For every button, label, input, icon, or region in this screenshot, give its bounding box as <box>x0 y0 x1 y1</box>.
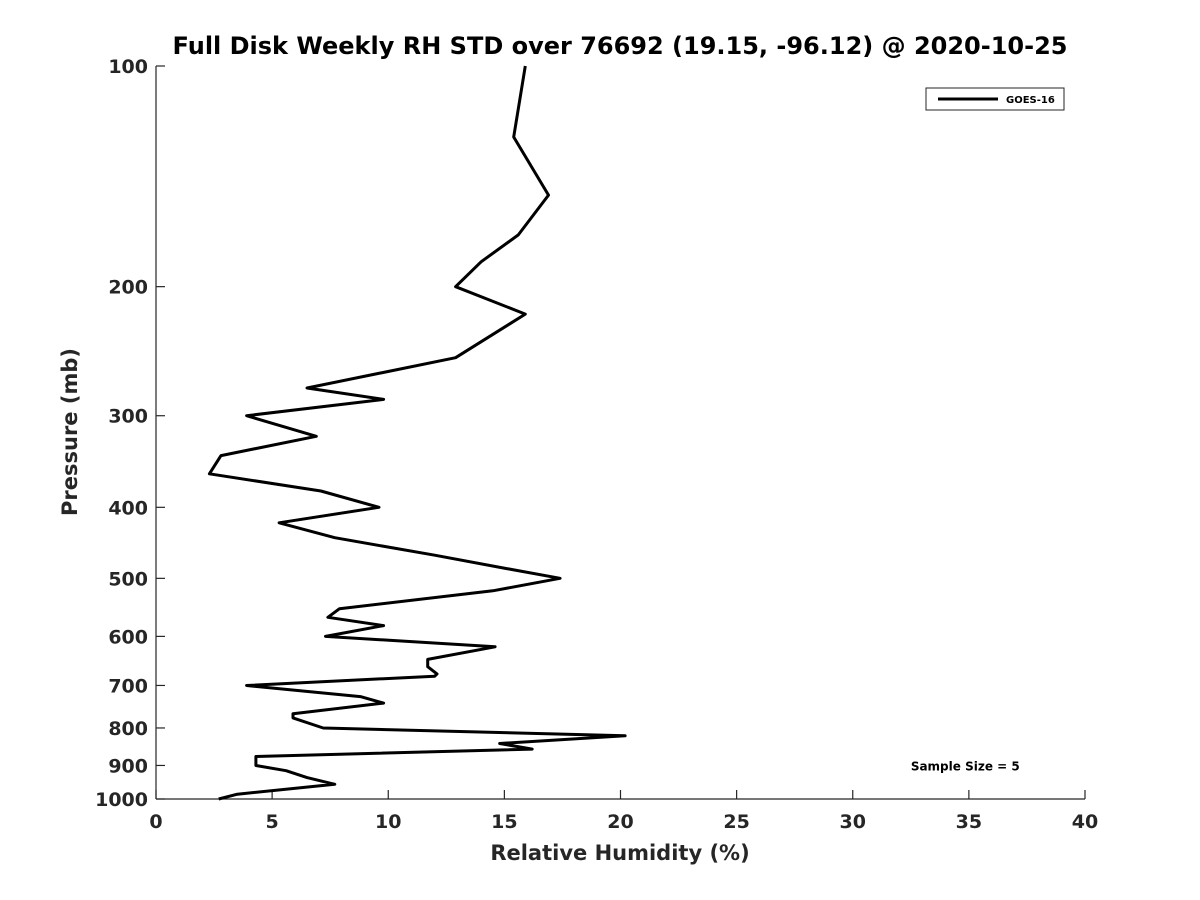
x-tick-label: 20 <box>607 811 633 833</box>
y-axis-label: Pressure (mb) <box>58 348 82 516</box>
y-tick-label: 600 <box>108 626 148 648</box>
sample-size-annotation: Sample Size = 5 <box>911 759 1020 773</box>
legend-label: GOES-16 <box>1006 95 1055 106</box>
series-layer <box>207 65 627 801</box>
x-tick-label: 40 <box>1072 811 1098 833</box>
chart-title: Full Disk Weekly RH STD over 76692 (19.1… <box>173 32 1068 60</box>
series-line-goes-16 <box>207 65 627 801</box>
y-tick-label: 700 <box>108 675 148 697</box>
x-tick-label: 5 <box>266 811 279 833</box>
x-tick-label: 10 <box>375 811 401 833</box>
x-tick-label: 35 <box>956 811 982 833</box>
x-tick-label: 15 <box>491 811 517 833</box>
annotations: Sample Size = 5 <box>911 759 1020 773</box>
y-tick-label: 900 <box>108 755 148 777</box>
y-tick-label: 500 <box>108 568 148 590</box>
x-axis-label: Relative Humidity (%) <box>490 841 749 865</box>
y-tick-label: 300 <box>108 406 148 428</box>
y-tick-label: 400 <box>108 497 148 519</box>
x-tick-label: 0 <box>149 811 162 833</box>
y-tick-label: 800 <box>108 718 148 740</box>
x-tick-label: 30 <box>840 811 866 833</box>
x-tick-label: 25 <box>723 811 749 833</box>
x-axis-ticks: 0 5 10 15 20 25 30 35 40 <box>149 790 1098 833</box>
y-tick-label: 1000 <box>95 789 148 811</box>
y-tick-label: 100 <box>108 56 148 78</box>
y-tick-label: 200 <box>108 277 148 299</box>
legend: GOES-16 <box>925 87 1065 111</box>
y-axis-ticks: 100 200 300 400 500 600 700 800 900 1000 <box>95 56 165 811</box>
